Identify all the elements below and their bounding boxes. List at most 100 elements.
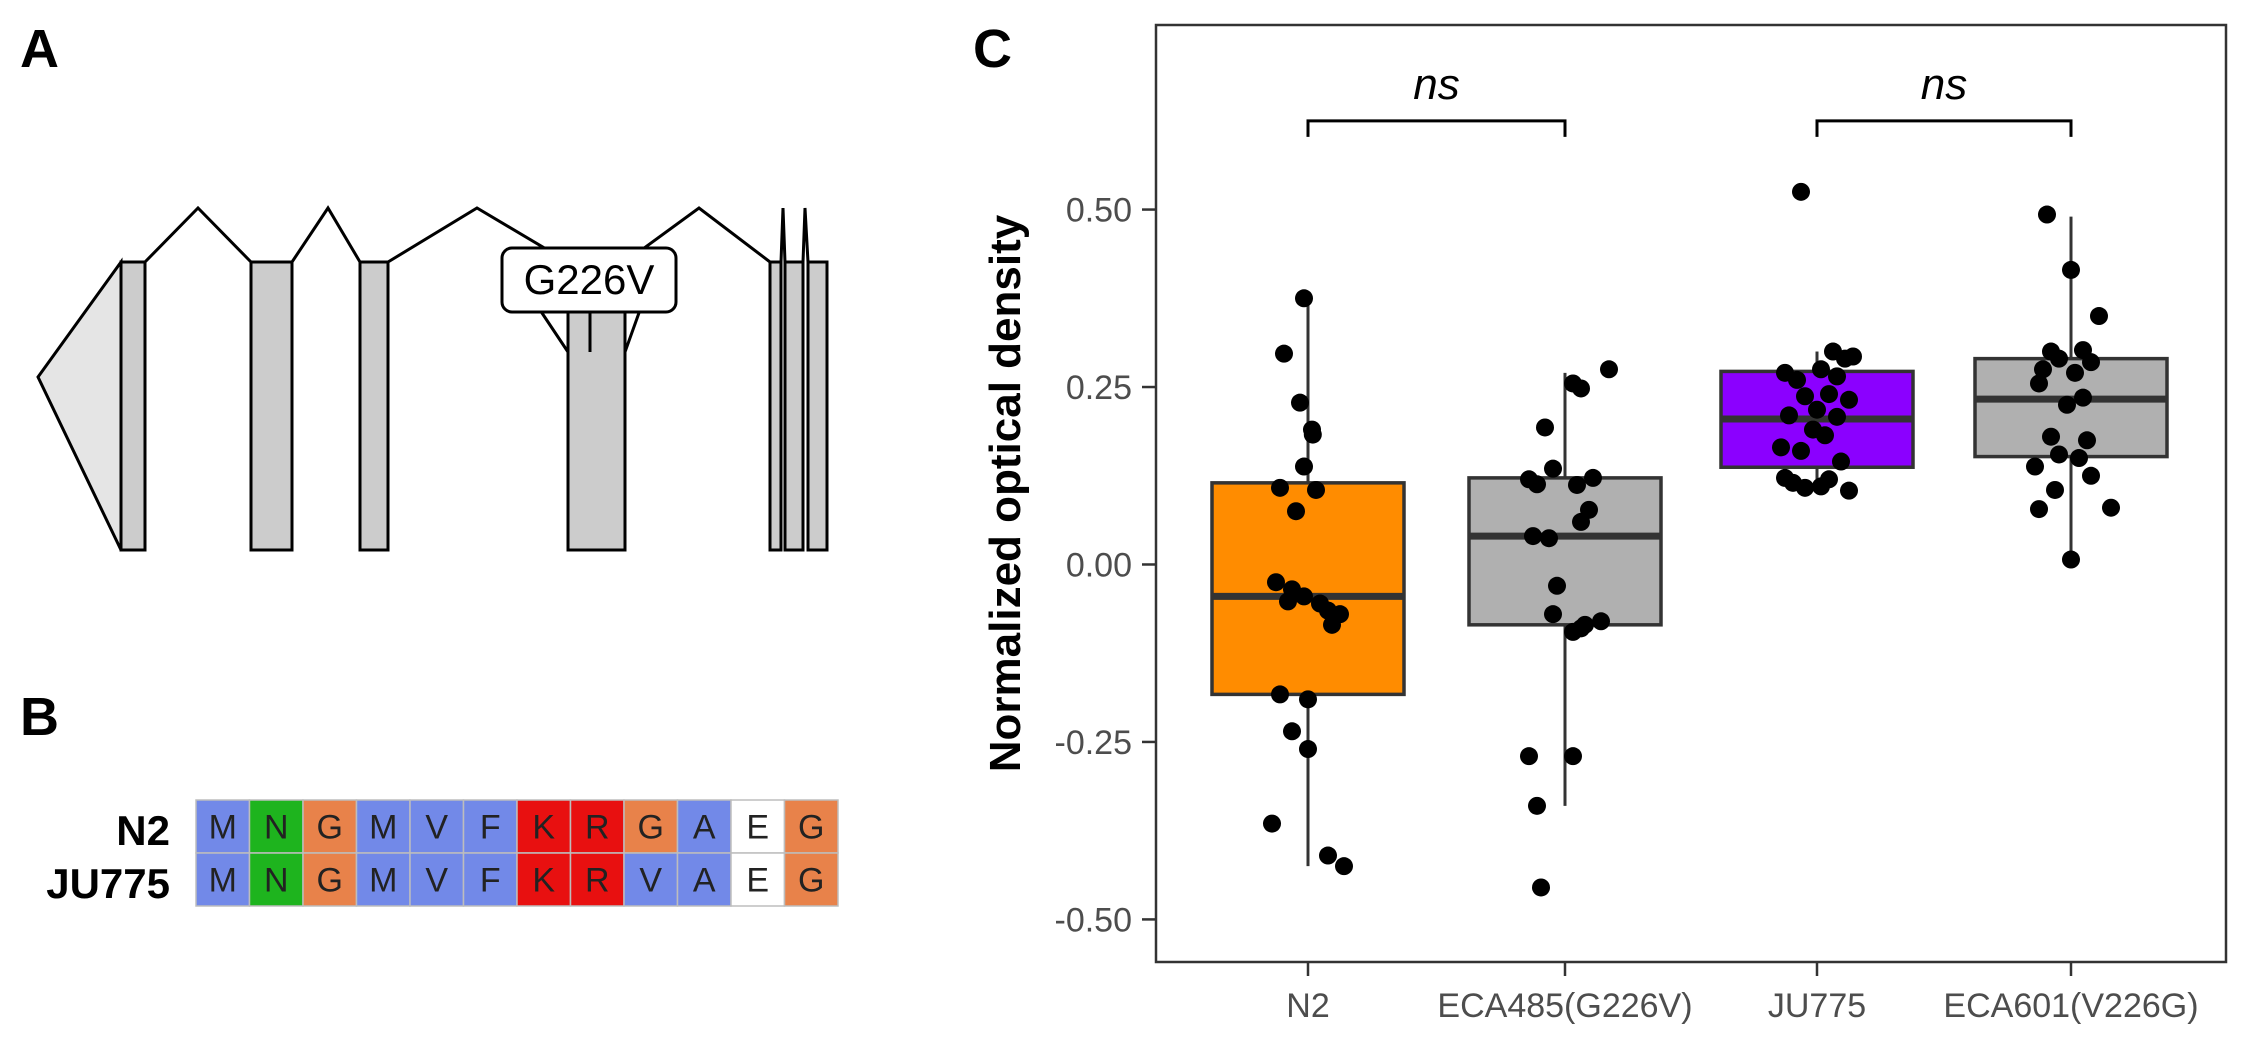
point-0-7 xyxy=(1307,480,1325,499)
point-3-5 xyxy=(2050,349,2068,368)
x-tick-label-3: ECA601(V226G) xyxy=(1943,987,2198,1025)
point-3-12 xyxy=(2042,427,2060,446)
residue-r0-c6: K xyxy=(532,809,555,847)
variant-leg-right xyxy=(623,309,642,353)
exon-7 xyxy=(806,260,829,552)
point-0-22 xyxy=(1319,846,1337,865)
y-tick-label-1: -0.25 xyxy=(1055,724,1133,762)
point-2-11 xyxy=(1808,400,1826,419)
residue-r0-c0: M xyxy=(209,809,237,847)
point-2-15 xyxy=(1816,426,1834,445)
y-tick-label-4: 0.50 xyxy=(1066,192,1132,230)
residue-r1-c7: R xyxy=(585,862,610,900)
residue-r1-c9: A xyxy=(693,862,716,900)
plot-frame xyxy=(1154,23,2228,964)
point-0-17 xyxy=(1271,685,1289,704)
point-3-21 xyxy=(2062,550,2080,569)
cell-r0-c9 xyxy=(676,799,732,854)
point-2-16 xyxy=(1772,438,1790,457)
bracket-1 xyxy=(1815,119,2073,137)
significance-annotations: ns ns xyxy=(1306,60,2073,137)
point-1-16 xyxy=(1592,612,1610,631)
cell-r1-c1 xyxy=(248,852,304,907)
point-0-23 xyxy=(1335,857,1353,876)
bracket-0 xyxy=(1306,119,1567,137)
point-0-11 xyxy=(1279,592,1297,611)
intron-5 xyxy=(779,207,787,263)
intron-1 xyxy=(143,205,253,264)
residue-r0-c1: N xyxy=(264,809,289,847)
point-2-13 xyxy=(1828,407,1846,426)
intron-3 xyxy=(387,206,569,264)
point-3-1 xyxy=(2062,260,2080,279)
cell-r1-c2 xyxy=(302,852,358,907)
point-1-14 xyxy=(1544,605,1562,624)
point-3-20 xyxy=(2030,500,2048,519)
point-2-18 xyxy=(1832,452,1850,471)
cell-r0-c11 xyxy=(783,799,839,854)
y-tick-label-0: -0.50 xyxy=(1055,901,1133,939)
residue-r1-c11: G xyxy=(798,862,824,900)
point-2-4 xyxy=(1812,360,1830,379)
point-3-2 xyxy=(2090,307,2108,326)
point-2-8 xyxy=(1820,385,1838,404)
residue-r0-c3: M xyxy=(369,809,397,847)
sequence-alignment: N2 JU775 M N G M V F K R G A E GM N G M V F K R V A E G xyxy=(46,799,839,907)
residue-r1-c5: F xyxy=(480,862,501,900)
utr-triangle xyxy=(36,257,123,551)
point-3-9 xyxy=(2030,374,2048,393)
point-2-3 xyxy=(1844,347,1862,366)
point-0-20 xyxy=(1299,740,1317,759)
residue-r0-c5: F xyxy=(480,809,501,847)
point-3-0 xyxy=(2038,205,2056,224)
point-1-20 xyxy=(1564,747,1582,766)
point-1-21 xyxy=(1528,796,1546,815)
point-0-8 xyxy=(1287,502,1305,521)
variant-leg-left xyxy=(538,309,570,353)
intron-6 xyxy=(801,207,810,263)
point-1-7 xyxy=(1528,475,1546,494)
box-1 xyxy=(1467,476,1663,627)
exon-boxes xyxy=(36,257,829,552)
variant-label-box xyxy=(500,246,678,314)
point-3-7 xyxy=(2034,360,2052,379)
point-1-2 xyxy=(1572,379,1590,398)
point-3-16 xyxy=(2026,457,2044,476)
point-2-0 xyxy=(1792,182,1810,201)
point-3-15 xyxy=(2070,449,2088,468)
point-0-6 xyxy=(1271,478,1289,497)
point-0-4 xyxy=(1303,425,1322,444)
point-1-11 xyxy=(1524,527,1542,546)
point-2-24 xyxy=(1840,481,1858,500)
point-0-18 xyxy=(1299,690,1317,709)
point-2-6 xyxy=(1828,367,1846,386)
point-1-6 xyxy=(1584,468,1602,487)
residue-r1-c0: M xyxy=(209,862,237,900)
point-2-10 xyxy=(1840,390,1858,409)
point-3-18 xyxy=(2046,480,2064,499)
point-1-0 xyxy=(1600,360,1618,379)
point-1-18 xyxy=(1572,619,1590,638)
intron-2 xyxy=(290,205,362,263)
point-2-7 xyxy=(1788,370,1806,389)
point-0-15 xyxy=(1295,587,1313,606)
cell-r1-c10 xyxy=(730,852,786,907)
cell-r1-c11 xyxy=(783,852,839,907)
residue-r0-c4: V xyxy=(425,809,448,847)
cell-r1-c9 xyxy=(676,852,732,907)
y-tick-label-2: 0.00 xyxy=(1066,546,1132,584)
x-axis: N2 ECA485(G226V) JU775 ECA601(V226G) xyxy=(1286,962,2199,1025)
point-2-23 xyxy=(1796,478,1814,497)
exon-6 xyxy=(783,260,805,552)
variant-label: G226V xyxy=(524,256,655,303)
residue-r0-c7: R xyxy=(585,809,610,847)
point-1-8 xyxy=(1568,475,1586,494)
point-2-17 xyxy=(1792,441,1810,460)
panel-label-b: B xyxy=(20,687,59,747)
cell-r0-c5 xyxy=(462,799,518,854)
exon-1 xyxy=(119,260,147,552)
x-tick-label-2: JU775 xyxy=(1768,987,1866,1025)
intron-4 xyxy=(624,206,771,264)
intron-lines xyxy=(143,205,810,264)
cell-r1-c8 xyxy=(623,852,679,907)
